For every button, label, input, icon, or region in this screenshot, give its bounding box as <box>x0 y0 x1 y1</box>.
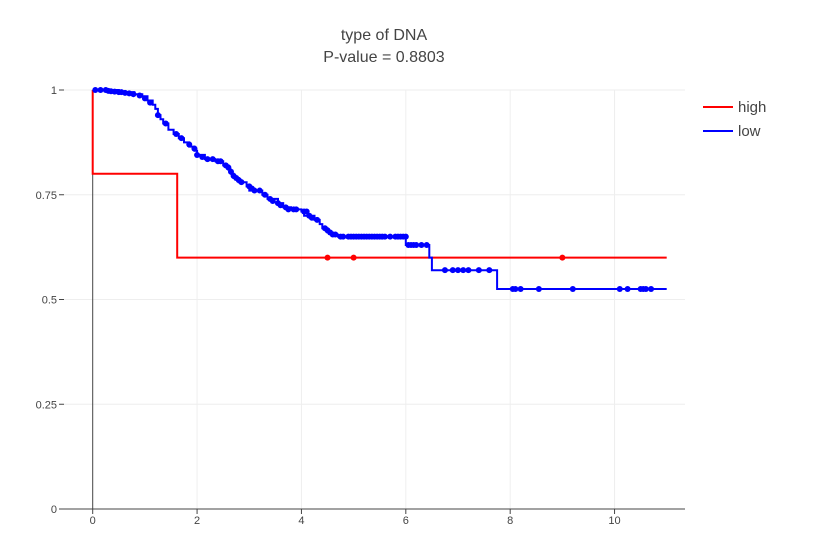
censor-point-low <box>486 267 493 274</box>
censor-point-low <box>199 154 206 161</box>
legend-item-high[interactable]: high <box>703 99 766 116</box>
legend-label-high: high <box>738 99 766 116</box>
censor-point-low <box>512 286 519 293</box>
censor-point-low <box>217 158 224 165</box>
tick-labels: 0 2 4 6 8 10 0 0.25 0.5 0.75 1 <box>36 85 621 527</box>
legend[interactable]: high low <box>703 99 766 140</box>
censor-point-low <box>423 242 430 249</box>
censor-point-low <box>147 99 154 106</box>
y-tick-label: 0.5 <box>42 295 57 307</box>
grid <box>64 89 685 509</box>
censor-point-low <box>624 286 631 293</box>
censor-point-low <box>269 198 276 205</box>
censor-point-low <box>162 120 169 127</box>
censor-point-low <box>256 187 263 194</box>
step-line-low <box>92 89 667 290</box>
y-tick-label: 1 <box>51 85 57 97</box>
censor-point-low <box>308 214 315 221</box>
y-tick-label: 0.75 <box>36 190 57 202</box>
censor-point-low <box>173 130 180 137</box>
censor-point-high <box>559 254 566 261</box>
censor-point-high <box>350 254 357 261</box>
chart-title: type of DNA <box>341 27 428 44</box>
censor-point-low <box>293 206 300 213</box>
censor-point-low <box>136 92 143 99</box>
censor-point-low <box>314 216 321 223</box>
censor-point-low <box>465 267 472 274</box>
censor-point-low <box>194 151 201 158</box>
x-tick-label: 6 <box>403 515 409 527</box>
censor-point-low <box>517 286 524 293</box>
chart-subtitle: P-value = 0.8803 <box>323 49 445 66</box>
legend-label-low: low <box>738 123 761 140</box>
censor-point-low <box>460 267 467 274</box>
censor-point-low <box>569 286 576 293</box>
x-tick-label: 2 <box>194 515 200 527</box>
series-low <box>92 87 667 293</box>
censor-point-low <box>340 233 347 240</box>
censor-point-low <box>616 286 623 293</box>
x-tick-label: 4 <box>298 515 304 527</box>
x-tick-label: 8 <box>507 515 513 527</box>
censor-point-low <box>413 242 420 249</box>
legend-item-low[interactable]: low <box>703 123 761 140</box>
censor-point-low <box>141 95 148 102</box>
censor-point-low <box>130 91 137 98</box>
censor-point-low <box>154 112 161 119</box>
censor-point-low <box>209 156 216 163</box>
censor-point-low <box>191 145 198 152</box>
censor-point-low <box>441 267 448 274</box>
censor-point-low <box>261 191 268 198</box>
x-tick-label: 0 <box>90 515 96 527</box>
censor-point-low <box>186 141 193 148</box>
censor-point-high <box>324 254 331 261</box>
censor-point-low <box>285 206 292 213</box>
censor-point-low <box>251 187 258 194</box>
censor-point-low <box>238 179 245 186</box>
censor-point-low <box>381 233 388 240</box>
censor-point-low <box>642 286 649 293</box>
censor-point-low <box>332 231 339 238</box>
censor-point-low <box>92 87 99 93</box>
step-line-high <box>91 90 667 259</box>
series-high <box>91 90 667 261</box>
censor-point-low <box>178 135 185 142</box>
x-tick-label: 10 <box>608 515 620 527</box>
y-tick-label: 0.25 <box>36 399 57 411</box>
censor-point-low <box>454 267 461 274</box>
censor-point-low <box>418 242 425 249</box>
censor-point-low <box>402 233 409 240</box>
y-tick-label: 0 <box>51 504 57 516</box>
censor-point-low <box>204 156 211 163</box>
censor-point-low <box>648 286 655 293</box>
series-layer <box>91 87 667 293</box>
censor-point-low <box>475 267 482 274</box>
censor-point-low <box>277 202 284 209</box>
axes <box>59 89 685 514</box>
censor-point-low <box>387 233 394 240</box>
censor-point-low <box>535 286 542 293</box>
censor-point-low <box>97 87 104 93</box>
censor-point-low <box>449 267 456 274</box>
